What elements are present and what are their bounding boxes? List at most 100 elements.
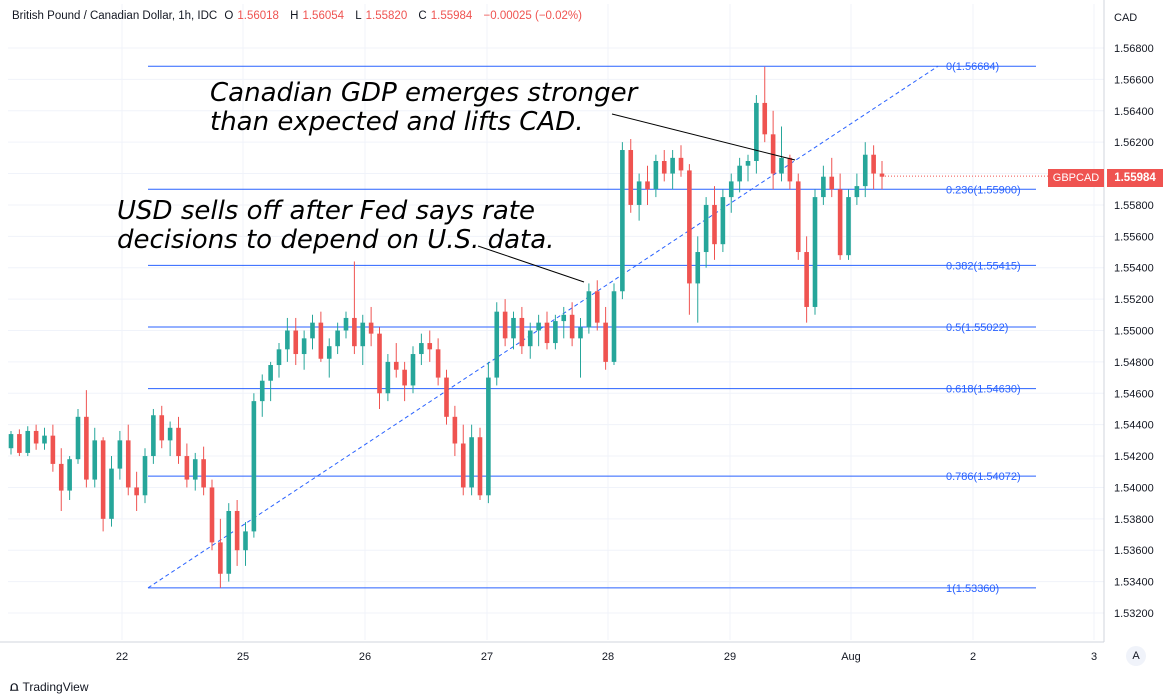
candle-body bbox=[561, 314, 567, 322]
fib-level-label: 0.618(1.54630) bbox=[946, 384, 1021, 396]
candle-body bbox=[720, 197, 726, 245]
candle-body bbox=[762, 102, 768, 135]
candle-body bbox=[352, 317, 357, 347]
ticker-tag: GBPCAD bbox=[1048, 169, 1104, 187]
fib-level-label: 0.786(1.54072) bbox=[946, 471, 1021, 483]
y-tick-label: 1.53200 bbox=[1114, 608, 1154, 620]
x-tick-label: Aug bbox=[841, 651, 861, 663]
close-label: C bbox=[418, 10, 427, 22]
candle-body bbox=[779, 157, 784, 174]
y-tick-label: 1.56800 bbox=[1114, 43, 1154, 55]
candle-body bbox=[703, 204, 709, 253]
candle-body bbox=[75, 416, 81, 460]
candle-body bbox=[343, 317, 349, 331]
candle-body bbox=[243, 531, 248, 551]
candle-body bbox=[50, 435, 56, 464]
fib-level-label: 0.5(1.55022) bbox=[946, 322, 1008, 334]
candle-body bbox=[519, 317, 525, 347]
annotation-pointer bbox=[477, 245, 585, 283]
candle-body bbox=[846, 197, 851, 256]
candle-body bbox=[620, 150, 625, 292]
candle-body bbox=[444, 377, 449, 417]
candle-body bbox=[460, 443, 466, 488]
candlestick-series bbox=[8, 66, 885, 588]
candle-body bbox=[502, 311, 508, 339]
candle-body bbox=[812, 197, 818, 307]
candle-body bbox=[184, 456, 190, 480]
candle-body bbox=[871, 154, 876, 174]
candle-body bbox=[310, 322, 315, 339]
y-tick-label: 1.56600 bbox=[1114, 74, 1154, 86]
candle-body bbox=[218, 542, 223, 574]
candle-body bbox=[879, 173, 885, 177]
annotation-pointer bbox=[611, 113, 796, 161]
y-tick-label: 1.54800 bbox=[1114, 357, 1154, 369]
candle-body bbox=[687, 170, 692, 284]
y-tick-label: 1.56400 bbox=[1114, 106, 1154, 118]
candle-body bbox=[435, 349, 441, 378]
candle-body bbox=[301, 338, 307, 355]
candle-body bbox=[142, 456, 148, 496]
annotation-text: Canadian GDP emerges stronger bbox=[210, 78, 640, 108]
candle-body bbox=[17, 434, 22, 453]
fib-level-label: 0.236(1.55900) bbox=[946, 184, 1021, 196]
candle-body bbox=[678, 157, 684, 171]
branding[interactable]: ⩍ TradingView bbox=[10, 679, 89, 695]
candle-body bbox=[134, 487, 139, 496]
fib-retracement[interactable]: 0(1.56684) 0.236(1.55900) 0.382(1.55415) 0.… bbox=[148, 61, 1036, 595]
y-tick-label: 1.53800 bbox=[1114, 514, 1154, 526]
candle-body bbox=[259, 380, 265, 402]
candle-body bbox=[645, 181, 650, 190]
candle-body bbox=[25, 430, 31, 453]
candle-body bbox=[33, 430, 39, 444]
candle-body bbox=[209, 487, 215, 543]
candle-body bbox=[477, 437, 483, 496]
candle-body bbox=[770, 134, 776, 174]
candle-body bbox=[862, 154, 868, 187]
candle-body bbox=[427, 343, 433, 350]
candle-body bbox=[511, 317, 516, 339]
open-value: 1.56018 bbox=[237, 10, 279, 22]
candle-body bbox=[586, 291, 592, 328]
y-tick-label: 1.54200 bbox=[1114, 451, 1154, 463]
candle-body bbox=[268, 365, 273, 381]
candle-body bbox=[787, 157, 793, 182]
candle-body bbox=[335, 330, 340, 347]
candle-body bbox=[159, 415, 165, 441]
auto-scale-button[interactable]: A bbox=[1126, 646, 1146, 666]
candle-body bbox=[452, 416, 458, 444]
candle-body bbox=[837, 189, 843, 256]
y-tick-label: 1.55800 bbox=[1114, 200, 1154, 212]
x-tick-label: 2 bbox=[970, 651, 976, 663]
candle-body bbox=[728, 181, 734, 198]
candle-body bbox=[100, 440, 106, 519]
candle-body bbox=[385, 361, 391, 394]
candle-body bbox=[712, 204, 717, 245]
tradingview-logo-icon: ⩍ bbox=[10, 679, 19, 694]
candle-body bbox=[661, 161, 667, 174]
candle-body bbox=[109, 468, 114, 519]
candle-body bbox=[754, 102, 759, 161]
candle-body bbox=[293, 330, 299, 355]
currency-label: CAD bbox=[1114, 12, 1137, 24]
x-tick-label: 3 bbox=[1091, 651, 1097, 663]
axes: 1.568001.566001.564001.562001.560001.558… bbox=[0, 0, 1154, 663]
candle-body bbox=[829, 176, 835, 190]
low-value: 1.55820 bbox=[365, 10, 408, 22]
y-tick-label: 1.54400 bbox=[1114, 420, 1154, 432]
candle-body bbox=[494, 311, 500, 378]
high-value: 1.56054 bbox=[302, 10, 345, 22]
fib-trend-line[interactable] bbox=[147, 65, 939, 589]
low-label: L bbox=[355, 10, 362, 22]
candle-body bbox=[737, 165, 742, 182]
fib-level-label: 0.382(1.55415) bbox=[946, 260, 1021, 272]
candle-body bbox=[251, 401, 257, 532]
candle-body bbox=[368, 322, 374, 334]
candle-body bbox=[402, 369, 407, 386]
candle-body bbox=[226, 510, 232, 574]
x-tick-label: 25 bbox=[237, 651, 249, 663]
y-tick-label: 1.55000 bbox=[1114, 326, 1154, 338]
y-tick-label: 1.56200 bbox=[1114, 137, 1154, 149]
